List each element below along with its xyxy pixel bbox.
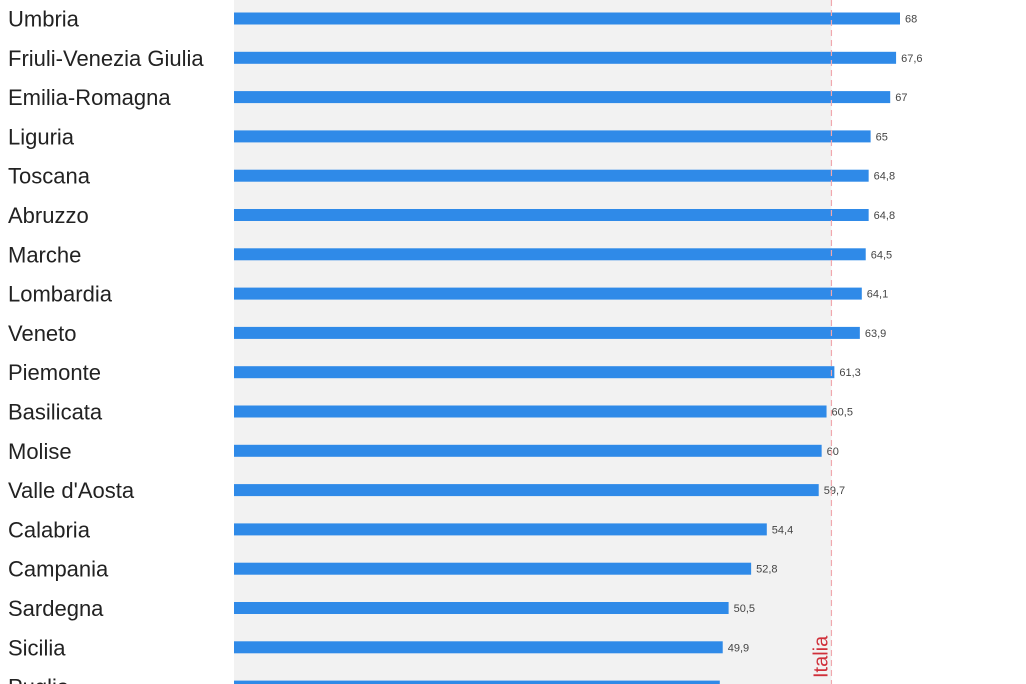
value-label: 64,8 (874, 171, 895, 183)
bars-group: Umbria 68 Friuli-Venezia Giulia 67,6 Emilia-… (8, 7, 923, 684)
bar (234, 444, 822, 457)
value-label: 64,1 (867, 289, 888, 301)
value-label: 54,4 (772, 524, 793, 536)
bar (234, 405, 827, 418)
bar (234, 680, 720, 684)
bar (234, 562, 752, 575)
category-label: Sardegna (8, 596, 104, 621)
bar (234, 248, 866, 261)
category-label: Piemonte (8, 360, 101, 385)
category-label: Basilicata (8, 400, 103, 425)
bar (234, 326, 860, 339)
category-label: Liguria (8, 124, 75, 149)
value-label: 52,8 (756, 564, 777, 576)
category-label: Toscana (8, 164, 91, 189)
bar (234, 602, 729, 614)
category-label: Lombardia (8, 282, 113, 307)
value-label: 49,9 (728, 642, 749, 654)
value-label: 65 (876, 131, 888, 143)
category-label: Calabria (8, 517, 91, 542)
bar (234, 366, 835, 379)
value-label: 64,8 (874, 210, 895, 222)
bar (234, 641, 723, 654)
category-label: Friuli-Venezia Giulia (8, 46, 204, 71)
value-label: 68 (905, 14, 917, 26)
value-label: 60 (827, 446, 839, 458)
category-label: Molise (8, 439, 72, 464)
value-label: 63,9 (865, 328, 886, 340)
value-label: 59,7 (824, 485, 845, 497)
bar (234, 12, 900, 25)
bar (234, 523, 767, 536)
bar (234, 287, 862, 300)
category-label: Marche (8, 242, 81, 267)
reference-label: Italia (810, 635, 832, 678)
category-label: Umbria (8, 7, 80, 32)
category-label: Campania (8, 557, 109, 582)
value-label: 50,5 (734, 603, 755, 615)
category-label: Abruzzo (8, 203, 89, 228)
reference-group: Italia (810, 0, 832, 684)
bar (234, 169, 869, 182)
bar (234, 484, 819, 497)
value-label: 61,3 (839, 367, 860, 379)
category-label: Sicilia (8, 635, 66, 660)
bar (234, 51, 897, 64)
category-label: Puglia (8, 675, 70, 684)
category-label: Veneto (8, 321, 77, 346)
bar (234, 91, 891, 104)
value-label: 60,5 (832, 407, 853, 419)
value-label: 64,5 (871, 249, 892, 261)
bar (234, 209, 869, 221)
category-label: Valle d'Aosta (8, 478, 135, 503)
value-label: 67,6 (901, 53, 922, 65)
category-label: Emilia-Romagna (8, 85, 171, 110)
bar (234, 130, 871, 143)
value-label: 67 (895, 92, 907, 104)
